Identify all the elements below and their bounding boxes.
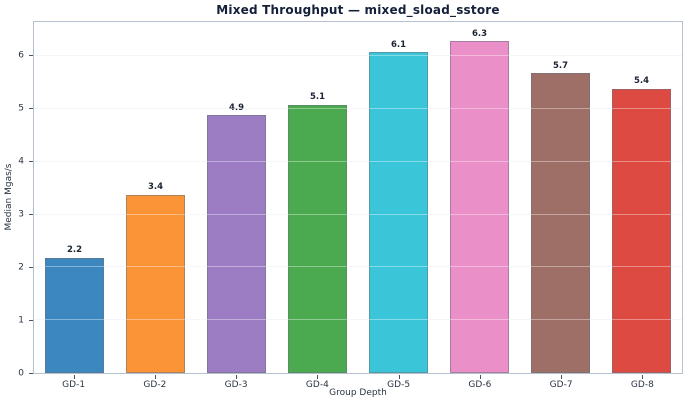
x-tick-gd-7: GD-7 (521, 374, 602, 394)
bar-value-label: 3.4 (147, 182, 164, 193)
x-tick-gd-2: GD-2 (114, 374, 195, 394)
y-tick-label: 5 (18, 103, 24, 114)
x-tick-gd-8: GD-8 (602, 374, 683, 394)
bar-value-label: 5.7 (552, 60, 569, 71)
bar-group-gd-1: 2.2 (34, 22, 115, 373)
x-tick-mark (236, 375, 238, 379)
bar (45, 257, 104, 373)
y-axis-label: Median Mgas/s (4, 163, 14, 231)
y-tick-mark (29, 213, 33, 215)
x-tick-label: GD-7 (549, 380, 573, 390)
x-tick-mark (642, 375, 644, 379)
bar (207, 115, 266, 373)
y-tick-label: 6 (18, 50, 24, 61)
y-axis-ticks: 0 1 2 3 4 5 6 (0, 21, 33, 378)
chart-title: Mixed Throughput — mixed_sload_sstore (216, 3, 500, 17)
x-tick-label: GD-5 (387, 380, 411, 390)
x-axis-label: Group Depth (329, 388, 387, 398)
bar-value-label: 6.3 (471, 28, 488, 39)
x-tick-mark (561, 375, 563, 379)
gridline-y5 (34, 108, 682, 110)
y-tick-label: 2 (18, 262, 24, 273)
y-tick-mark (29, 107, 33, 109)
bar-group-gd-8: 5.4 (601, 22, 682, 373)
bar-group-gd-3: 4.9 (196, 22, 277, 373)
bar-group-gd-5: 6.1 (358, 22, 439, 373)
x-tick-label: GD-2 (143, 380, 167, 390)
bar (531, 73, 590, 373)
bar-value-label: 5.1 (309, 92, 326, 103)
bar-group-gd-4: 5.1 (277, 22, 358, 373)
x-tick-gd-4: GD-4 (277, 374, 358, 394)
x-tick-label: GD-4 (305, 380, 329, 390)
x-tick-gd-1: GD-1 (33, 374, 114, 394)
y-tick-label: 3 (18, 209, 24, 220)
y-tick-label: 0 (18, 368, 24, 379)
bar (450, 41, 509, 373)
y-tick-mark (29, 319, 33, 321)
x-tick-gd-3: GD-3 (196, 374, 277, 394)
gridline-y3 (34, 213, 682, 215)
bar (288, 104, 347, 373)
y-tick-label: 1 (18, 315, 24, 326)
y-tick-label: 4 (18, 156, 24, 167)
bar-value-label: 4.9 (228, 102, 245, 113)
bars-container: 2.2 3.4 4.9 5.1 6.1 6.3 5.7 5.4 (34, 22, 682, 373)
x-tick-label: GD-8 (630, 380, 654, 390)
x-tick-mark (154, 375, 156, 379)
x-tick-mark (317, 375, 319, 379)
x-tick-label: GD-6 (468, 380, 492, 390)
bar-value-label: 2.2 (66, 245, 83, 256)
bar-value-label: 5.4 (633, 76, 650, 87)
gridline-y4 (34, 160, 682, 162)
gridline-y1 (34, 319, 682, 321)
x-tick-gd-6: GD-6 (439, 374, 520, 394)
y-tick-mark (29, 160, 33, 162)
x-tick-mark (479, 375, 481, 379)
x-tick-label: GD-3 (224, 380, 248, 390)
gridlines-under (34, 22, 682, 373)
plot-area: 2.2 3.4 4.9 5.1 6.1 6.3 5.7 5.4 (33, 21, 683, 374)
bar-group-gd-2: 3.4 (115, 22, 196, 373)
x-tick-mark (73, 375, 75, 379)
y-tick-mark (29, 373, 33, 374)
bar-group-gd-6: 6.3 (439, 22, 520, 373)
x-axis-ticks: GD-1 GD-2 GD-3 GD-4 GD-5 GD-6 GD-7 GD-8 (33, 374, 683, 394)
bar (612, 88, 671, 373)
bar-group-gd-7: 5.7 (520, 22, 601, 373)
bar (126, 194, 185, 373)
bar (369, 52, 428, 373)
bar-value-label: 6.1 (390, 39, 407, 50)
gridline-y6 (34, 55, 682, 57)
x-tick-label: GD-1 (62, 380, 86, 390)
x-tick-gd-5: GD-5 (358, 374, 439, 394)
x-tick-mark (398, 375, 400, 379)
y-tick-mark (29, 54, 33, 56)
gridline-y2 (34, 266, 682, 268)
y-tick-mark (29, 266, 33, 268)
